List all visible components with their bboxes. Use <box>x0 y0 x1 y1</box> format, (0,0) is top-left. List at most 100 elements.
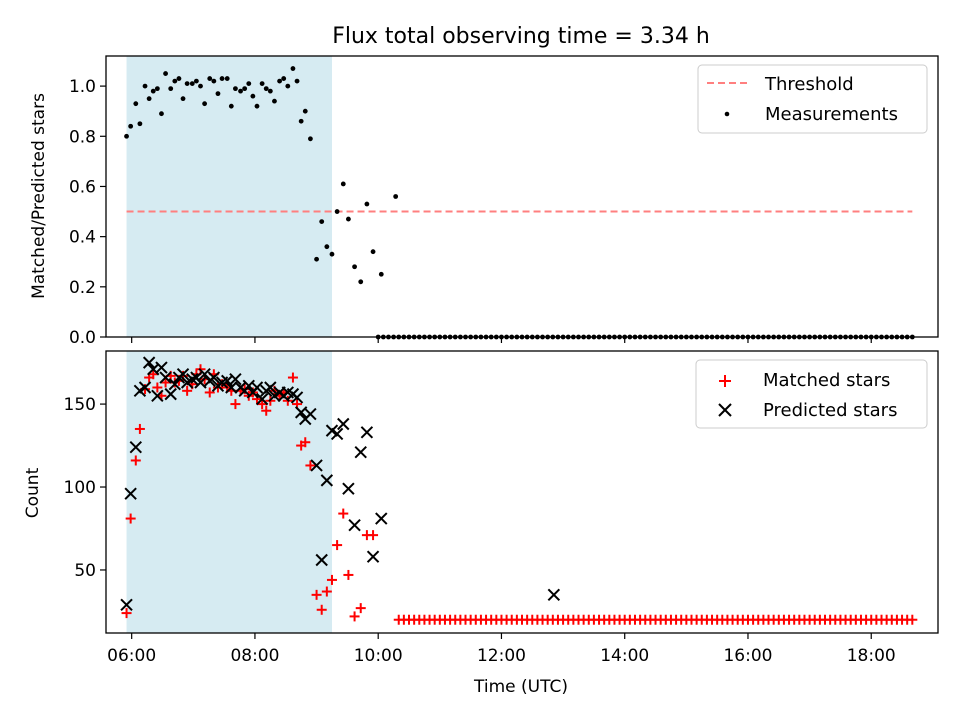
measurement-point <box>259 81 265 86</box>
predicted-star-point <box>176 368 190 381</box>
top-y-tick-label: 0.2 <box>69 278 96 298</box>
figure-title: Flux total observing time = 3.34 h <box>332 24 710 49</box>
matched-star-point <box>316 604 327 615</box>
measurement-point <box>242 86 248 92</box>
bottom-x-tick-label: 16:00 <box>723 646 772 666</box>
measurement-point <box>272 98 277 104</box>
measurements-legend-swatch <box>724 111 730 117</box>
matched-star-point <box>305 460 316 471</box>
measurement-point <box>159 111 164 117</box>
matched-star-point <box>182 385 193 396</box>
measurement-point <box>150 88 156 94</box>
bottom-x-tick-label: 18:00 <box>847 646 896 666</box>
matched-star-point <box>300 437 311 448</box>
measurement-point <box>277 78 282 84</box>
measurement-point <box>202 101 208 107</box>
bottom-axes-frame <box>105 350 939 634</box>
top-y-tick-label: 0.4 <box>69 228 96 248</box>
measurement-point <box>184 81 190 86</box>
predicted-star-point <box>120 598 133 612</box>
matched-star-point <box>326 574 337 585</box>
predicted-star-point <box>142 356 156 369</box>
measurement-point <box>340 181 346 187</box>
measurement-point <box>393 194 399 199</box>
predicted-star-point <box>151 389 164 402</box>
predicted-star-point <box>225 381 238 394</box>
bottom-x-tick-label: 12:00 <box>477 646 526 666</box>
bottom-x-axis-label: Time (UTC) <box>473 677 568 697</box>
top-y-tick-label: 1.0 <box>69 77 96 97</box>
predicted-star-point <box>366 550 380 563</box>
measurement-point <box>198 83 203 89</box>
predicted-star-point <box>229 372 242 386</box>
measurement-point <box>180 96 186 102</box>
measurement-point <box>250 93 256 99</box>
matched-star-point <box>338 508 349 519</box>
measurement-point <box>358 279 364 285</box>
matched-legend-swatch <box>719 375 731 387</box>
measurement-point <box>176 76 182 81</box>
matched-star-point <box>349 611 360 622</box>
measurement-point <box>163 71 168 76</box>
measurement-point <box>308 136 313 142</box>
predicted-star-point <box>330 427 344 441</box>
predicted-star-point <box>290 391 304 404</box>
bottom-panel: 50 100 150 06:00 08:00 10:00 12:00 14:00 16:00 1… <box>23 350 939 697</box>
top-panel: 0.0 0.2 0.4 0.6 0.8 1.0 Matched/Predicted sta… <box>29 55 939 348</box>
matched-star-point <box>311 589 322 600</box>
measurement-point <box>329 251 335 257</box>
predicted-star-point <box>255 392 269 406</box>
measurement-point <box>246 81 252 86</box>
top-shaded-interval <box>126 56 332 337</box>
bottom-y-tick-label: 150 <box>64 395 96 415</box>
bottom-y-tick-label: 100 <box>64 478 96 498</box>
predicted-star-point <box>360 426 374 439</box>
matched-star-point <box>907 614 918 625</box>
predicted-star-point <box>310 459 323 472</box>
matched-star-point <box>148 369 159 380</box>
predicted-star-point <box>264 381 277 394</box>
measurement-point <box>298 118 304 124</box>
measurement-point <box>133 101 139 107</box>
measurement-point <box>324 244 330 250</box>
predicted-star-point <box>164 387 177 401</box>
measurement-point <box>137 121 143 127</box>
measurement-point <box>193 78 199 84</box>
predicted-star-point <box>168 377 182 391</box>
measurement-point <box>224 76 230 81</box>
predicted-star-point <box>138 381 152 394</box>
measurement-point <box>314 256 319 262</box>
measurement-point <box>352 264 357 270</box>
measurement-point <box>267 88 273 94</box>
top-legend: Threshold Measurements <box>697 64 928 134</box>
measurement-point <box>228 103 234 109</box>
predicted-star-point <box>124 487 137 500</box>
measurement-point <box>219 76 225 81</box>
matched-star-point <box>355 603 366 614</box>
top-y-axis-label: Matched/Predicted stars <box>29 93 49 299</box>
predicted-star-point <box>315 553 328 567</box>
matched-star-point <box>368 530 379 541</box>
predicted-star-point <box>207 371 221 384</box>
measurement-point <box>154 86 160 92</box>
threshold-legend-label: Threshold <box>764 74 854 95</box>
matched-star-point <box>257 399 268 410</box>
measurement-point <box>146 96 152 102</box>
predicted-star-point <box>354 445 367 459</box>
measurement-point <box>281 76 287 81</box>
measurement-point <box>263 86 269 92</box>
bottom-legend: Matched stars Predicted stars <box>695 359 928 429</box>
measurements-legend-label: Measurements <box>765 104 898 125</box>
predicted-star-point <box>348 518 361 532</box>
measurement-point <box>285 83 291 89</box>
matched-star-point <box>160 377 171 388</box>
bottom-y-tick-label: 50 <box>74 561 96 581</box>
matched-star-point <box>287 372 298 383</box>
matched-star-point <box>130 455 141 466</box>
top-legend-box <box>697 64 928 134</box>
measurement-point <box>211 78 217 84</box>
matched-star-point <box>321 586 332 597</box>
measurement-point <box>124 133 129 139</box>
measurement-point <box>346 216 351 222</box>
measurement-point <box>319 219 325 224</box>
